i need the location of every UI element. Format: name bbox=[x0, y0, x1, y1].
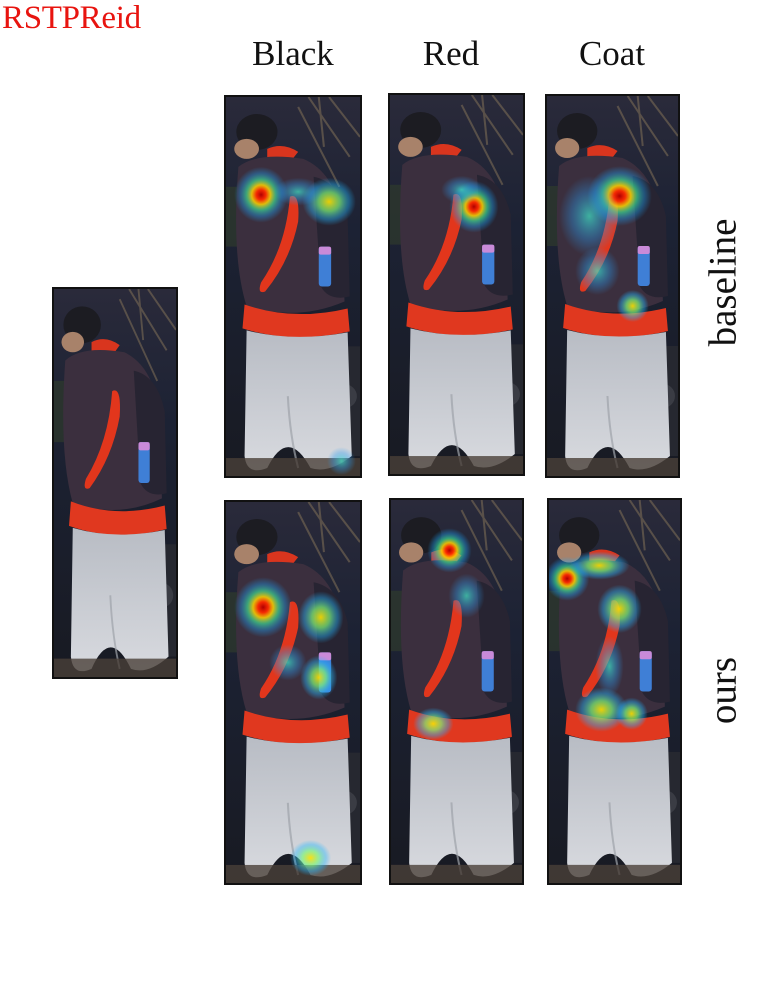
row-label-baseline: baseline bbox=[701, 218, 745, 347]
column-header-black: Black bbox=[252, 34, 334, 73]
row-label-ours: ours bbox=[701, 656, 745, 725]
column-header-coat: Coat bbox=[578, 34, 646, 73]
column-header-red: Red bbox=[422, 34, 480, 73]
ours-coat-heatmap bbox=[547, 498, 682, 885]
baseline-red-heatmap bbox=[388, 93, 525, 476]
dataset-label: RSTPReid bbox=[2, 0, 141, 36]
baseline-black-heatmap bbox=[224, 95, 362, 478]
ours-red-heatmap bbox=[389, 498, 524, 885]
ours-black-heatmap bbox=[224, 500, 362, 885]
baseline-coat-heatmap bbox=[545, 94, 680, 478]
original-person-image bbox=[52, 287, 178, 679]
